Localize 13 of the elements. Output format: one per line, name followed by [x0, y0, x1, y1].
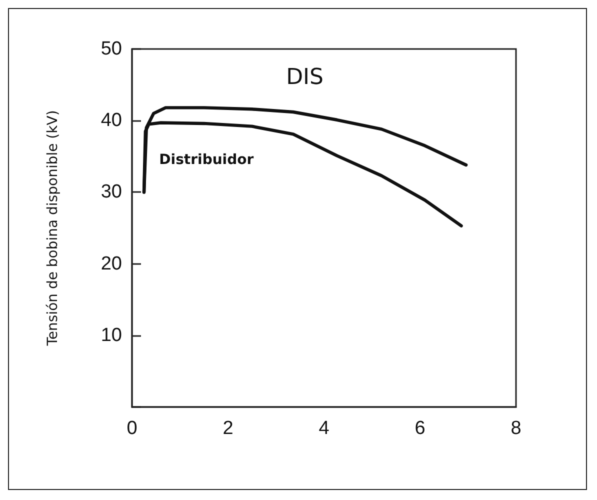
- y-axis-title: Tensión de bobina disponible (kV): [45, 110, 61, 347]
- x-tick-label: 0: [126, 418, 138, 439]
- y-tick-label: 10: [100, 324, 122, 346]
- y-tick-label: 50: [100, 38, 122, 60]
- x-tick-label: 8: [510, 418, 522, 439]
- x-tick-label: 6: [414, 418, 426, 439]
- y-tick-label: 20: [100, 253, 122, 274]
- y-tick-label: 40: [100, 110, 122, 132]
- x-tick-label: 4: [318, 418, 330, 439]
- y-tick-label: 30: [100, 182, 122, 203]
- series-label: Distribuidor: [159, 152, 254, 168]
- x-tick-label: 2: [222, 418, 234, 439]
- series-label: DIS: [286, 65, 324, 90]
